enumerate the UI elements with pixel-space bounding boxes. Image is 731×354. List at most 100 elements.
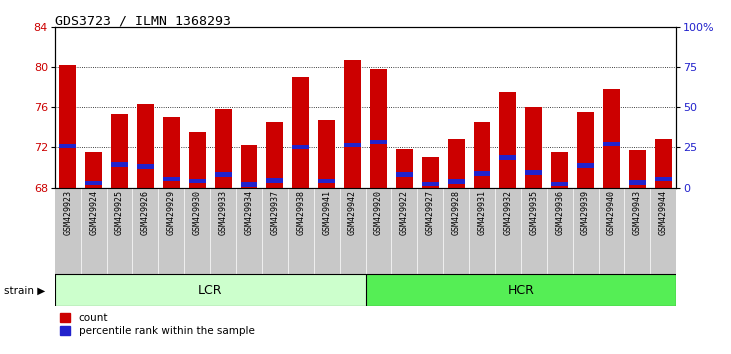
Bar bbox=[526, 170, 542, 175]
Bar bbox=[267, 178, 284, 183]
Bar bbox=[603, 142, 620, 147]
Bar bbox=[267, 122, 284, 188]
Text: GDS3723 / ILMN_1368293: GDS3723 / ILMN_1368293 bbox=[55, 14, 231, 27]
Text: GSM429936: GSM429936 bbox=[555, 190, 564, 235]
Text: GSM429920: GSM429920 bbox=[374, 190, 383, 235]
Text: GSM429942: GSM429942 bbox=[348, 190, 357, 235]
Text: GSM429926: GSM429926 bbox=[141, 190, 150, 235]
Bar bbox=[572, 188, 599, 274]
Bar bbox=[215, 172, 232, 177]
Bar bbox=[391, 188, 417, 274]
Bar bbox=[474, 122, 491, 188]
Bar bbox=[59, 65, 76, 188]
Text: GSM429923: GSM429923 bbox=[64, 190, 72, 235]
Bar bbox=[59, 144, 76, 148]
Bar bbox=[159, 188, 184, 274]
Bar bbox=[599, 188, 624, 274]
Bar bbox=[137, 164, 154, 169]
Bar bbox=[443, 188, 469, 274]
Bar bbox=[474, 171, 491, 176]
Bar bbox=[629, 150, 645, 188]
Text: GSM429941: GSM429941 bbox=[322, 190, 331, 235]
Bar bbox=[422, 158, 439, 188]
Legend: count, percentile rank within the sample: count, percentile rank within the sample bbox=[60, 313, 254, 336]
Bar bbox=[163, 117, 180, 188]
Bar bbox=[495, 188, 520, 274]
Bar bbox=[111, 114, 128, 188]
Bar bbox=[577, 112, 594, 188]
Bar bbox=[111, 162, 128, 167]
Bar bbox=[314, 188, 340, 274]
Text: strain ▶: strain ▶ bbox=[4, 285, 45, 295]
Text: HCR: HCR bbox=[507, 284, 534, 297]
Bar bbox=[80, 188, 107, 274]
Bar bbox=[211, 188, 236, 274]
Text: GSM429944: GSM429944 bbox=[659, 190, 667, 235]
Text: GSM429935: GSM429935 bbox=[529, 190, 538, 235]
Bar bbox=[603, 89, 620, 188]
Bar bbox=[288, 188, 314, 274]
Bar bbox=[236, 188, 262, 274]
Text: GSM429928: GSM429928 bbox=[452, 190, 461, 235]
Text: GSM429925: GSM429925 bbox=[115, 190, 124, 235]
Bar bbox=[137, 104, 154, 188]
Bar bbox=[189, 132, 205, 188]
Bar bbox=[417, 188, 443, 274]
Bar bbox=[422, 182, 439, 186]
Bar bbox=[240, 145, 257, 188]
Bar bbox=[396, 149, 413, 188]
Bar bbox=[366, 188, 391, 274]
Bar bbox=[215, 109, 232, 188]
Text: GSM429939: GSM429939 bbox=[581, 190, 590, 235]
Bar bbox=[547, 188, 572, 274]
Bar bbox=[107, 188, 132, 274]
Bar bbox=[655, 177, 672, 181]
Bar bbox=[629, 181, 645, 185]
Bar bbox=[262, 188, 288, 274]
Bar bbox=[526, 107, 542, 188]
Bar bbox=[447, 179, 464, 184]
Bar bbox=[340, 188, 366, 274]
Text: GSM429934: GSM429934 bbox=[244, 190, 254, 235]
Bar bbox=[447, 139, 464, 188]
Bar bbox=[551, 152, 568, 188]
Text: GSM429927: GSM429927 bbox=[425, 190, 435, 235]
Bar bbox=[469, 188, 495, 274]
Bar bbox=[651, 188, 676, 274]
Bar bbox=[344, 60, 361, 188]
Bar bbox=[240, 182, 257, 187]
Bar bbox=[655, 139, 672, 188]
Bar bbox=[318, 120, 335, 188]
Bar bbox=[86, 181, 102, 185]
Text: GSM429932: GSM429932 bbox=[504, 190, 512, 235]
Text: GSM429922: GSM429922 bbox=[400, 190, 409, 235]
Bar bbox=[344, 143, 361, 148]
Bar bbox=[521, 188, 547, 274]
Text: GSM429924: GSM429924 bbox=[89, 190, 98, 235]
Bar bbox=[86, 152, 102, 188]
Text: GSM429930: GSM429930 bbox=[193, 190, 202, 235]
Text: GSM429937: GSM429937 bbox=[270, 190, 279, 235]
Bar bbox=[396, 172, 413, 177]
Bar bbox=[499, 92, 516, 188]
Text: GSM429931: GSM429931 bbox=[477, 190, 487, 235]
Text: GSM429929: GSM429929 bbox=[167, 190, 176, 235]
Text: GSM429943: GSM429943 bbox=[633, 190, 642, 235]
Bar bbox=[189, 179, 205, 183]
Text: LCR: LCR bbox=[198, 284, 222, 297]
Bar bbox=[551, 182, 568, 186]
Bar bbox=[577, 163, 594, 167]
Bar bbox=[184, 188, 211, 274]
Bar bbox=[370, 69, 387, 188]
Bar bbox=[55, 188, 80, 274]
Text: GSM429938: GSM429938 bbox=[296, 190, 306, 235]
Bar bbox=[163, 177, 180, 181]
Text: GSM429940: GSM429940 bbox=[607, 190, 616, 235]
Bar bbox=[318, 179, 335, 183]
Bar bbox=[499, 155, 516, 160]
Bar bbox=[292, 77, 309, 188]
Bar bbox=[370, 140, 387, 144]
Bar bbox=[366, 274, 676, 306]
Bar bbox=[55, 274, 366, 306]
Bar bbox=[292, 145, 309, 149]
